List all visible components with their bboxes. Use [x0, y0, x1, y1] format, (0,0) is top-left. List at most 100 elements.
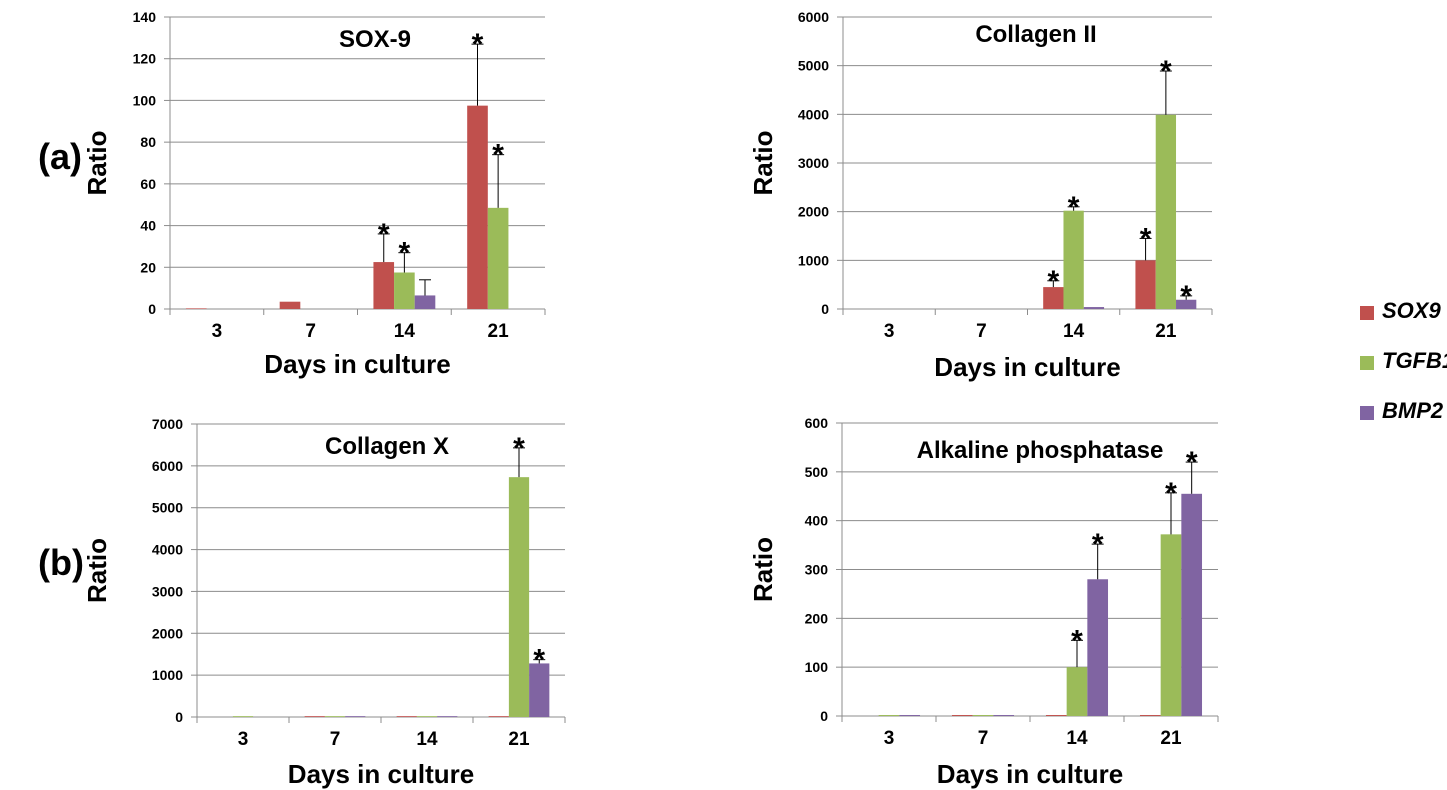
- bar-bmp2: [1083, 307, 1105, 309]
- bar-tgfb1: [1155, 114, 1177, 309]
- y-tick-label: 400: [805, 513, 829, 529]
- bar-bmp2: [1176, 299, 1197, 309]
- y-tick-label: 6000: [152, 458, 183, 474]
- y-tick-label: 80: [140, 134, 156, 150]
- x-tick-label: 7: [976, 321, 987, 342]
- x-axis-label: Days in culture: [934, 352, 1120, 382]
- legend-label-sox9: SOX9: [1382, 298, 1441, 323]
- y-tick-label: 300: [805, 562, 829, 578]
- y-tick-label: 0: [148, 301, 156, 317]
- y-tick-label: 0: [821, 301, 829, 317]
- y-tick-label: 100: [133, 92, 157, 108]
- significance-star: *: [1047, 265, 1059, 298]
- chart-1: 0 20 40 60 80 100 120 140 3 7 14 21 * * * * SOX-9 Days in…: [82, 9, 546, 379]
- x-tick-label: 7: [978, 728, 989, 749]
- x-tick-label: 21: [1160, 728, 1182, 749]
- y-tick-label: 200: [805, 610, 829, 626]
- y-tick-label: 0: [820, 708, 828, 724]
- bar-bmp2: [345, 716, 366, 717]
- y-tick-label: 2000: [152, 625, 183, 641]
- y-tick-label: 6000: [798, 9, 829, 25]
- bar-tgfb1: [394, 272, 415, 309]
- y-tick-label: 7000: [152, 416, 183, 432]
- y-tick-label: 60: [140, 176, 156, 192]
- significance-star: *: [378, 218, 390, 251]
- panel-label-b: (b): [38, 542, 84, 583]
- x-tick-label: 3: [884, 728, 895, 749]
- legend-label-tgfb1: TGFB1: [1382, 348, 1447, 373]
- bar-sox9: [373, 262, 395, 309]
- chart-title: SOX-9: [339, 26, 411, 53]
- bar-bmp2: [529, 663, 550, 717]
- y-axis-label: Ratio: [748, 537, 778, 602]
- bar-tgfb1: [1160, 534, 1182, 716]
- x-tick-label: 3: [212, 321, 223, 342]
- bar-tgfb1: [416, 716, 438, 717]
- y-tick-label: 100: [805, 659, 829, 675]
- y-tick-label: 4000: [798, 106, 829, 122]
- chart-title: Alkaline phosphatase: [917, 437, 1164, 464]
- significance-star: *: [513, 432, 525, 465]
- bar-sox9: [185, 308, 207, 309]
- y-tick-label: 1000: [152, 667, 183, 683]
- significance-star: *: [1165, 477, 1177, 510]
- x-axis-label: Days in culture: [937, 759, 1123, 789]
- chart-title: Collagen II: [975, 21, 1096, 48]
- bar-sox9: [1043, 287, 1064, 309]
- x-tick-label: 14: [394, 321, 416, 342]
- bar-sox9: [1135, 260, 1156, 309]
- y-tick-label: 5000: [798, 58, 829, 74]
- bar-tgfb1: [1063, 210, 1084, 309]
- bar-tgfb1: [324, 716, 346, 717]
- bar-sox9: [1139, 715, 1161, 716]
- bar-tgfb1: [878, 715, 900, 716]
- y-axis-label: Ratio: [748, 131, 778, 196]
- significance-star: *: [1092, 528, 1104, 561]
- significance-star: *: [1180, 280, 1192, 313]
- y-tick-label: 3000: [152, 583, 183, 599]
- x-axis-label: Days in culture: [264, 349, 450, 379]
- legend-swatch-bmp2: [1360, 406, 1374, 420]
- bar-bmp2: [899, 715, 921, 716]
- bar-sox9: [488, 716, 509, 717]
- bar-sox9: [467, 105, 488, 310]
- significance-star: *: [1071, 624, 1083, 657]
- y-tick-label: 500: [805, 464, 829, 480]
- x-tick-label: 3: [884, 321, 895, 342]
- bar-tgfb1: [972, 715, 994, 716]
- significance-star: *: [399, 237, 411, 270]
- x-tick-label: 7: [305, 321, 316, 342]
- bar-sox9: [279, 301, 301, 309]
- significance-star: *: [1068, 191, 1080, 224]
- y-axis-label: Ratio: [82, 131, 112, 196]
- x-tick-label: 7: [330, 729, 341, 750]
- y-tick-label: 4000: [152, 542, 183, 558]
- x-tick-label: 21: [488, 321, 510, 342]
- y-tick-label: 5000: [152, 500, 183, 516]
- legend-swatch-sox9: [1360, 306, 1374, 320]
- y-tick-label: 0: [175, 709, 183, 725]
- chart-3: 0 1000 2000 3000 4000 5000 6000 7000 3 7 14 21 * * Col…: [82, 416, 566, 789]
- x-tick-label: 21: [1155, 321, 1177, 342]
- chart-title: Collagen X: [325, 433, 449, 460]
- y-tick-label: 600: [805, 415, 829, 431]
- y-tick-label: 2000: [798, 204, 829, 220]
- bar-tgfb1: [487, 207, 509, 309]
- significance-star: *: [1160, 55, 1172, 88]
- y-axis-label: Ratio: [82, 538, 112, 603]
- significance-star: *: [533, 644, 545, 677]
- legend-label-bmp2: BMP2: [1382, 398, 1444, 423]
- bar-bmp2: [993, 715, 1015, 716]
- bar-sox9: [1045, 715, 1067, 716]
- x-tick-label: 14: [1063, 321, 1085, 342]
- bar-bmp2: [437, 716, 458, 717]
- significance-star: *: [472, 28, 484, 61]
- bar-sox9: [304, 716, 325, 717]
- panel-label-a: (a): [38, 136, 82, 177]
- y-tick-label: 120: [133, 51, 157, 67]
- bar-sox9: [396, 716, 417, 717]
- bar-tgfb1: [508, 477, 530, 717]
- x-tick-label: 14: [416, 729, 438, 750]
